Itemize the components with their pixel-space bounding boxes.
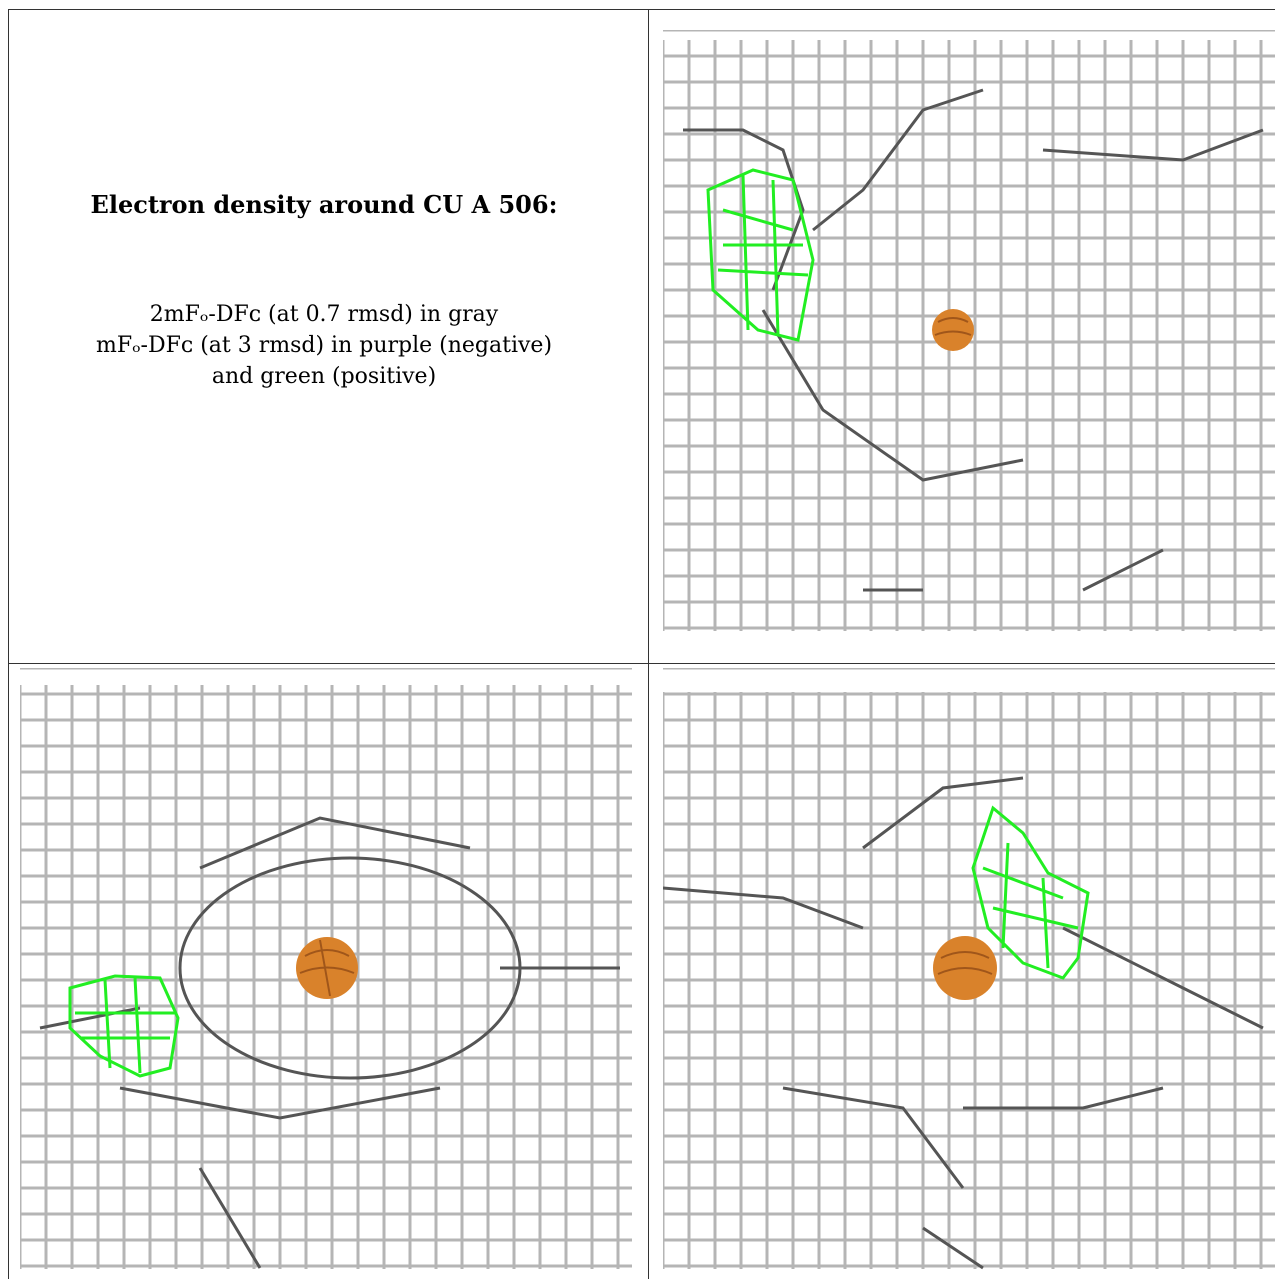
copper-atom-highlight [934, 317, 972, 336]
dark-mesh-edges [39, 816, 620, 1269]
caption-cell: Electron density around CU A 506: 2mFₒ-D… [10, 190, 638, 392]
density-view-bottom-left [20, 668, 640, 1279]
density-mesh-svg [663, 30, 1275, 631]
positive-difference-density [971, 805, 1090, 980]
copper-atom-highlight [937, 951, 993, 975]
caption-title: Electron density around CU A 506: [90, 190, 558, 219]
density-view-top-right [663, 30, 1275, 640]
middle-border [8, 663, 1275, 664]
caption-line-2fofc: 2mFₒ-DFᴄ (at 0.7 rmsd) in gray [149, 302, 499, 327]
center-border [648, 9, 649, 1279]
positive-difference-density [68, 974, 180, 1078]
copper-atom-sphere [932, 309, 974, 351]
density-mesh-svg [663, 668, 1275, 1270]
caption-line-colors: and green (positive) [211, 364, 437, 389]
density-view-bottom-right [663, 668, 1275, 1279]
dark-mesh-edges [663, 776, 1264, 1270]
caption-line-fofc: mFₒ-DFᴄ (at 3 rmsd) in purple (negative) [95, 333, 553, 358]
gray-mesh-2fofc [663, 668, 1275, 1269]
copper-atom-highlight [299, 939, 355, 997]
mesh-grid-lines [663, 30, 1275, 631]
positive-difference-density [706, 168, 815, 342]
dark-mesh-edges [683, 88, 1264, 592]
top-border [8, 9, 1275, 10]
density-mesh-svg [20, 668, 632, 1269]
gray-mesh-2fofc [663, 30, 1275, 631]
mesh-grid-lines [663, 668, 1275, 1269]
left-border [8, 9, 9, 1279]
